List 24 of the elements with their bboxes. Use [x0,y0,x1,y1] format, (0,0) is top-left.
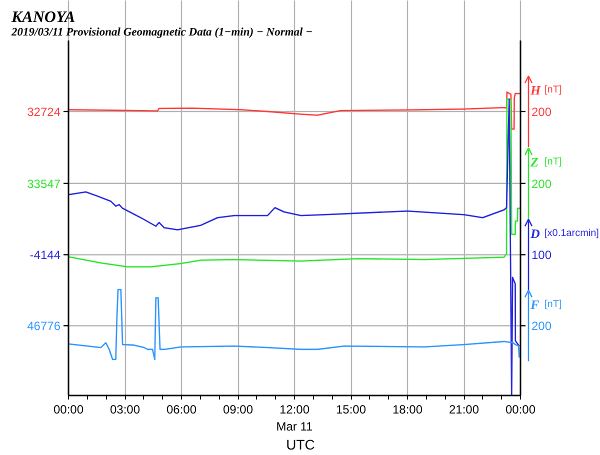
text: 200 [532,105,552,119]
text: 46776 [27,319,61,334]
text: 33547 [27,176,61,191]
chart-subtitle: 2019/03/11 Provisional Geomagnetic Data (1−min) − Normal − [10,26,313,38]
x-tick-label: 09:00 [222,402,254,416]
x-tick-label: 21:00 [448,402,480,416]
legend-label: H [nT] [530,82,562,98]
text: 32724 [27,105,61,119]
text: 200 [532,176,552,191]
legend-label: Z [nT] [530,154,562,170]
x-tick-label: 00:00 [53,402,84,416]
x-tick-label: 18:00 [392,402,423,416]
chart-title: KANOYA [10,9,76,26]
x-axis-title: UTC [286,436,315,452]
x-tick-label: 06:00 [166,402,197,416]
legend-label: F [nT] [530,296,562,312]
x-tick-label: 12:00 Mar 11 [276,402,314,434]
x-tick-label: 03:00 [110,402,140,416]
text: -4144 [30,248,61,262]
x-tick-label: 00:00 [505,402,536,416]
text: 100 [532,248,552,262]
legend-label: D [x0.1arcmin] [530,226,600,241]
x-tick-label: 15:00 [336,402,366,416]
text: 200 [532,319,552,334]
